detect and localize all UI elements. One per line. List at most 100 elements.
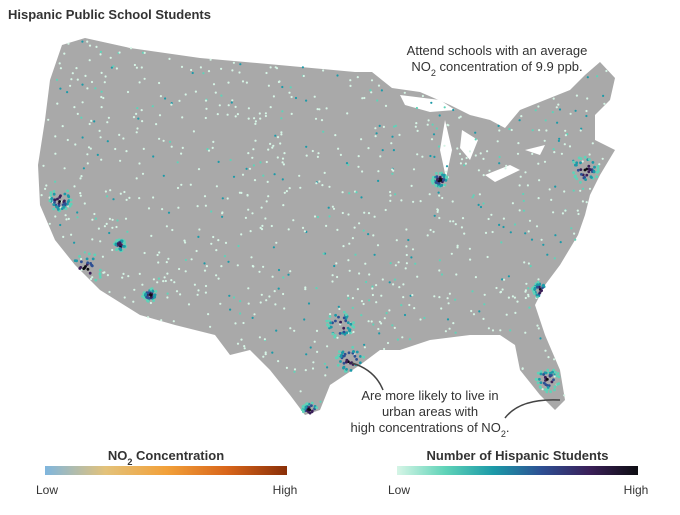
- school-dot: [146, 316, 150, 319]
- text-run: urban areas with: [382, 404, 478, 419]
- school-dot: [63, 199, 66, 203]
- school-dot: [532, 292, 536, 295]
- school-dot: [394, 193, 397, 196]
- school-dot: [344, 319, 348, 323]
- school-dot: [271, 146, 274, 149]
- school-dot: [137, 117, 140, 120]
- school-dot: [196, 293, 199, 296]
- annotation-line: urban areas with: [382, 404, 478, 419]
- school-dot: [259, 161, 262, 164]
- school-dot: [483, 293, 486, 296]
- school-dot: [128, 196, 131, 199]
- school-dot: [585, 173, 589, 177]
- school-dot: [583, 155, 587, 159]
- school-dot: [253, 313, 256, 316]
- school-dot: [251, 156, 254, 159]
- school-dot: [58, 62, 61, 65]
- school-dot: [469, 258, 472, 261]
- school-dot: [184, 241, 187, 244]
- school-dot: [388, 281, 391, 284]
- school-dot: [281, 110, 284, 113]
- school-dot: [274, 303, 277, 306]
- school-dot: [90, 80, 94, 84]
- school-dot: [108, 231, 111, 235]
- school-dot: [299, 186, 302, 189]
- school-dot: [138, 197, 141, 200]
- school-dot: [529, 265, 532, 268]
- school-dot: [530, 238, 534, 241]
- school-dot: [56, 207, 60, 211]
- school-dot: [247, 152, 250, 155]
- school-dot: [65, 218, 68, 221]
- school-dot: [243, 345, 246, 348]
- school-dot: [437, 182, 441, 185]
- school-dot: [411, 248, 415, 251]
- school-dot: [537, 327, 540, 330]
- school-dot: [293, 329, 296, 332]
- school-dot: [228, 294, 231, 297]
- school-dot: [389, 194, 392, 197]
- school-dot: [449, 220, 452, 223]
- school-dot: [217, 160, 220, 163]
- school-dot: [384, 104, 388, 107]
- school-dot: [538, 129, 541, 132]
- school-dot: [531, 152, 534, 155]
- school-dot: [414, 125, 417, 128]
- school-dot: [360, 196, 363, 199]
- school-dot: [537, 278, 540, 281]
- school-dot: [316, 350, 319, 353]
- school-dot: [180, 152, 183, 155]
- school-dot: [331, 280, 334, 283]
- school-dot: [345, 162, 349, 165]
- school-dot: [261, 224, 264, 227]
- school-dot: [440, 307, 443, 310]
- school-dot: [545, 129, 548, 132]
- school-dot: [430, 101, 433, 104]
- school-dot: [349, 322, 353, 326]
- school-dot: [581, 187, 585, 190]
- school-dot: [248, 167, 252, 170]
- school-dot: [564, 209, 567, 212]
- school-dot: [212, 83, 216, 86]
- school-dot: [438, 296, 441, 299]
- school-dot: [498, 129, 501, 132]
- school-dot: [352, 321, 355, 325]
- school-dot: [477, 169, 480, 172]
- school-dot: [341, 191, 344, 194]
- school-dot: [588, 187, 592, 190]
- school-dot: [363, 211, 366, 214]
- school-dot: [100, 106, 103, 109]
- school-dot: [342, 310, 346, 314]
- school-dot: [553, 358, 556, 361]
- school-dot: [98, 268, 102, 272]
- school-dot: [543, 160, 547, 163]
- school-dot: [168, 57, 171, 61]
- school-dot: [99, 53, 102, 56]
- school-dot: [232, 61, 235, 64]
- school-dot: [54, 135, 57, 138]
- school-dot: [170, 279, 173, 282]
- school-dot: [454, 298, 457, 301]
- school-dot: [279, 142, 282, 145]
- school-dot: [534, 377, 538, 381]
- school-dot: [373, 253, 376, 256]
- school-dot: [74, 143, 77, 146]
- school-dot: [549, 371, 552, 375]
- school-dot: [596, 164, 600, 168]
- school-dot: [454, 223, 457, 226]
- school-dot: [247, 117, 250, 120]
- school-dot: [173, 281, 176, 284]
- school-dot: [157, 261, 160, 264]
- school-dot: [416, 129, 419, 132]
- school-dot: [367, 320, 370, 323]
- school-dot: [70, 233, 73, 236]
- school-dot: [310, 409, 314, 413]
- school-dot: [259, 301, 262, 304]
- school-dot: [164, 279, 167, 283]
- school-dot: [504, 167, 507, 170]
- school-dot: [393, 326, 396, 329]
- school-dot: [157, 277, 160, 280]
- school-dot: [178, 99, 181, 102]
- school-dot: [433, 214, 436, 217]
- school-dot: [542, 283, 545, 287]
